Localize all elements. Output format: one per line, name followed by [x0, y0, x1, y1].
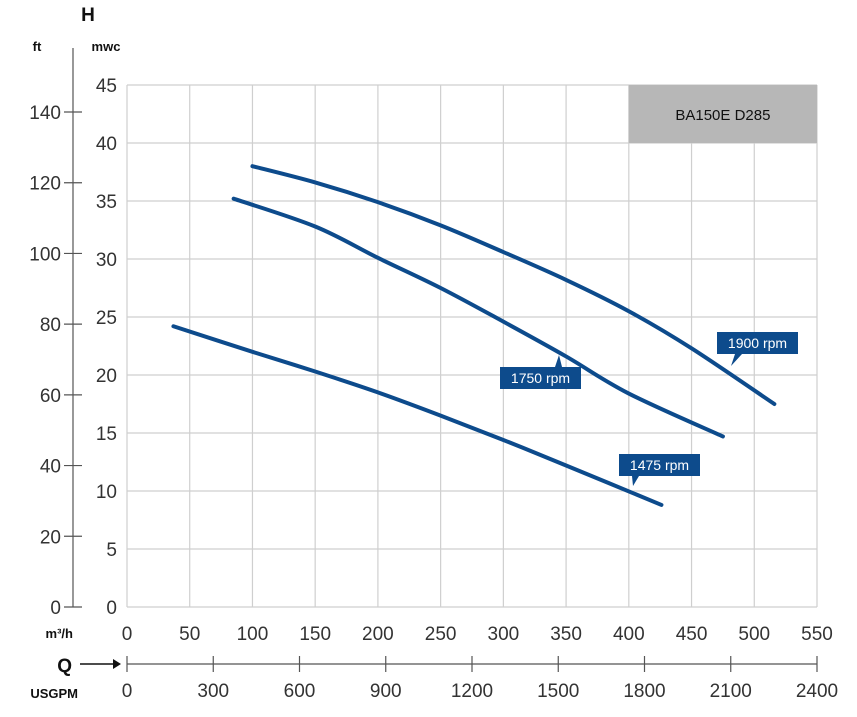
y-tick-label: 5: [106, 540, 117, 561]
x-tick-label: 500: [738, 624, 770, 645]
y-tick-label: 15: [96, 424, 117, 445]
usgpm-tick-label: 600: [284, 681, 316, 702]
y-axis-symbol: H: [81, 5, 95, 26]
ft-axis-label: ft: [33, 39, 42, 54]
curve-labels: 1900 rpm 1750 rpm 1475 rpm: [500, 332, 798, 486]
x-tick-label: 200: [362, 624, 394, 645]
y-tick-label: 10: [96, 482, 117, 503]
model-title-box: [628, 85, 817, 143]
y-tick-label: 25: [96, 308, 117, 329]
ft-tick-label: 40: [40, 457, 61, 478]
x-tick-label: 250: [425, 624, 457, 645]
x-tick-label: 50: [179, 624, 200, 645]
ft-tick-label: 0: [50, 598, 61, 619]
x-axis-label: m³/h: [46, 626, 74, 641]
q-arrow-icon: [113, 659, 121, 669]
y-tick-label: 30: [96, 250, 117, 271]
curve-1900-rpm: [250, 164, 777, 406]
usgpm-tick-label: 0: [122, 681, 133, 702]
curve-1475-rpm: [171, 324, 664, 507]
curve-label: 1475 rpm: [630, 457, 689, 473]
y-axis-label: mwc: [92, 39, 121, 54]
x-tick-label: 450: [676, 624, 708, 645]
y-tick-label: 35: [96, 192, 117, 213]
x-tick-label: 400: [613, 624, 645, 645]
curves: [171, 164, 777, 507]
ft-tick-label: 100: [29, 244, 61, 265]
y-tick-label: 45: [96, 76, 117, 97]
usgpm-axis-label: USGPM: [30, 686, 78, 701]
usgpm-tick-label: 1500: [537, 681, 579, 702]
y-tick-label: 20: [96, 366, 117, 387]
ft-tick-label: 80: [40, 315, 61, 336]
label-pointer: [632, 476, 639, 486]
curve-label: 1900 rpm: [728, 335, 787, 351]
usgpm-tick-label: 300: [197, 681, 229, 702]
y-tick-label: 40: [96, 134, 117, 155]
usgpm-tick-label: 2400: [796, 681, 838, 702]
x-axis-symbol: Q: [57, 656, 72, 677]
x-tick-label: 0: [122, 624, 133, 645]
y-tick-label: 0: [106, 598, 117, 619]
usgpm-tick-label: 2100: [710, 681, 752, 702]
model-title: BA150E D285: [675, 107, 770, 124]
usgpm-tick-label: 1800: [623, 681, 665, 702]
x-tick-label: 300: [488, 624, 520, 645]
x-tick-label: 550: [801, 624, 833, 645]
x-tick-label: 150: [299, 624, 331, 645]
curve-1750-rpm: [231, 196, 725, 439]
axes: 0 50 100 150 200 250 300 350 400 450 500 5500510152…: [29, 48, 838, 702]
label-pointer: [731, 354, 742, 366]
ft-tick-label: 60: [40, 386, 61, 407]
ft-tick-label: 20: [40, 527, 61, 548]
x-tick-label: 100: [237, 624, 269, 645]
usgpm-tick-label: 900: [370, 681, 402, 702]
ft-tick-label: 140: [29, 103, 61, 124]
label-pointer: [555, 355, 562, 367]
label-box: [717, 332, 798, 354]
usgpm-tick-label: 1200: [451, 681, 493, 702]
x-tick-label: 350: [550, 624, 582, 645]
curve-label: 1750 rpm: [511, 370, 570, 386]
label-box: [500, 367, 581, 389]
label-box: [619, 454, 700, 476]
ft-tick-label: 120: [29, 174, 61, 195]
